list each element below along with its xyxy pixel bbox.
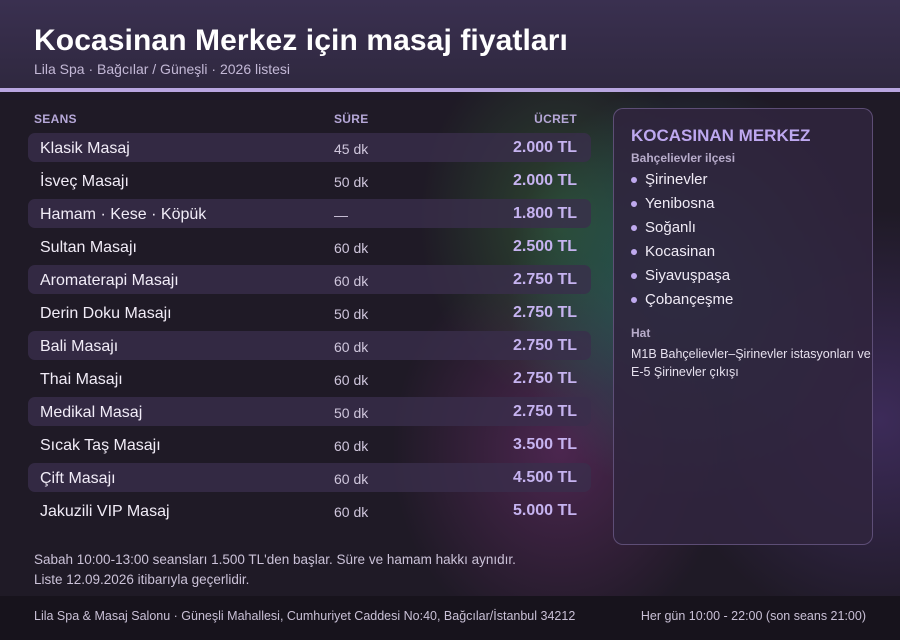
price-row: Derin Doku Masajı 50 dk 2.750 TL xyxy=(28,298,591,327)
footer-address: Lila Spa & Masaj Salonu · Güneşli Mahall… xyxy=(34,609,576,623)
location-panel: KOCASINAN MERKEZ Bahçelievler ilçesi Şir… xyxy=(613,108,873,545)
service-price: 5.000 TL xyxy=(512,502,577,519)
price-row: Medikal Masaj 50 dk 2.750 TL xyxy=(28,397,591,426)
service-price: 2.750 TL xyxy=(512,271,577,288)
page-header: Kocasinan Merkez için masaj fiyatları Li… xyxy=(0,0,900,88)
district-item: Yenibosna xyxy=(631,195,733,219)
bullet-icon xyxy=(631,249,637,255)
service-price: 2.750 TL xyxy=(512,304,577,321)
service-duration: 60 dk xyxy=(334,339,369,355)
district-name: Siyavuşpaşa xyxy=(645,267,731,284)
district-item: Siyavuşpaşa xyxy=(631,267,733,291)
bullet-icon xyxy=(631,297,637,303)
bullet-icon xyxy=(631,273,637,279)
page-title: Kocasinan Merkez için masaj fiyatları xyxy=(34,24,568,57)
transit-heading: Hat xyxy=(631,326,651,340)
page-footer: Lila Spa & Masaj Salonu · Güneşli Mahall… xyxy=(0,596,900,640)
district-item: Kocasinan xyxy=(631,243,733,267)
footer-hours: Her gün 10:00 - 22:00 (son seans 21:00) xyxy=(640,609,866,623)
service-duration: — xyxy=(334,207,348,223)
district-item: Şirinevler xyxy=(631,171,733,195)
service-name: Jakuzili VIP Masaj xyxy=(40,503,170,520)
column-header-sure: SÜRE xyxy=(334,112,369,126)
service-duration: 60 dk xyxy=(334,372,369,388)
panel-subtitle: Bahçelievler ilçesi xyxy=(631,151,736,165)
service-duration: 60 dk xyxy=(334,504,369,520)
service-name: Aromaterapi Masajı xyxy=(40,272,179,289)
service-name: Hamam · Kese · Köpük xyxy=(40,206,207,223)
panel-title: KOCASINAN MERKEZ xyxy=(631,126,811,145)
price-row: Jakuzili VIP Masaj 60 dk 5.000 TL xyxy=(28,496,591,525)
district-item: Soğanlı xyxy=(631,219,733,243)
price-row: Bali Masajı 60 dk 2.750 TL xyxy=(28,331,591,360)
service-price: 4.500 TL xyxy=(512,469,577,486)
page-subtitle: Lila Spa · Bağcılar / Güneşli · 2026 lis… xyxy=(34,61,291,77)
price-list: Klasik Masaj 45 dk 2.000 TL İsveç Masajı… xyxy=(28,133,591,529)
service-duration: 60 dk xyxy=(334,273,369,289)
district-item: Çobançeşme xyxy=(631,291,733,315)
service-name: Thai Masajı xyxy=(40,371,123,388)
district-name: Yenibosna xyxy=(645,195,715,212)
service-price: 2.750 TL xyxy=(512,403,577,420)
transit-description: M1B Bahçelievler–Şirinevler istasyonları… xyxy=(631,347,871,379)
service-name: Klasik Masaj xyxy=(40,140,130,157)
service-duration: 60 dk xyxy=(334,471,369,487)
service-duration: 50 dk xyxy=(334,405,369,421)
service-name: İsveç Masajı xyxy=(40,173,129,190)
service-price: 2.750 TL xyxy=(512,370,577,387)
bullet-icon xyxy=(631,177,637,183)
header-divider xyxy=(0,88,900,92)
service-duration: 50 dk xyxy=(334,174,369,190)
service-price: 2.500 TL xyxy=(512,238,577,255)
district-name: Soğanlı xyxy=(645,219,696,236)
morning-price-note: Sabah 10:00-13:00 seansları 1.500 TL'den… xyxy=(34,552,516,567)
bullet-icon xyxy=(631,201,637,207)
price-row: Thai Masajı 60 dk 2.750 TL xyxy=(28,364,591,393)
service-duration: 45 dk xyxy=(334,141,369,157)
service-duration: 60 dk xyxy=(334,240,369,256)
column-header-seans: SEANS xyxy=(34,112,77,126)
price-row: İsveç Masajı 50 dk 2.000 TL xyxy=(28,166,591,195)
service-name: Medikal Masaj xyxy=(40,404,143,421)
service-name: Sultan Masajı xyxy=(40,239,137,256)
price-row: Klasik Masaj 45 dk 2.000 TL xyxy=(28,133,591,162)
service-name: Derin Doku Masajı xyxy=(40,305,172,322)
price-row: Hamam · Kese · Köpük — 1.800 TL xyxy=(28,199,591,228)
district-name: Çobançeşme xyxy=(645,291,734,308)
price-row: Sultan Masajı 60 dk 2.500 TL xyxy=(28,232,591,261)
service-price: 3.500 TL xyxy=(512,436,577,453)
district-name: Kocasinan xyxy=(645,243,716,260)
district-list: Şirinevler Yenibosna Soğanlı Kocasinan S… xyxy=(631,171,733,315)
service-price: 2.000 TL xyxy=(512,139,577,156)
service-name: Bali Masajı xyxy=(40,338,119,355)
district-name: Şirinevler xyxy=(645,171,708,188)
service-name: Çift Masajı xyxy=(40,470,116,487)
service-duration: 60 dk xyxy=(334,438,369,454)
column-header-ucret: ÜCRET xyxy=(534,112,577,126)
bullet-icon xyxy=(631,225,637,231)
service-duration: 50 dk xyxy=(334,306,369,322)
validity-note: Liste 12.09.2026 itibarıyla geçerlidir. xyxy=(34,572,250,587)
service-price: 2.000 TL xyxy=(512,172,577,189)
service-price: 2.750 TL xyxy=(512,337,577,354)
service-price: 1.800 TL xyxy=(512,205,577,222)
price-row: Aromaterapi Masajı 60 dk 2.750 TL xyxy=(28,265,591,294)
price-row: Çift Masajı 60 dk 4.500 TL xyxy=(28,463,591,492)
price-row: Sıcak Taş Masajı 60 dk 3.500 TL xyxy=(28,430,591,459)
service-name: Sıcak Taş Masajı xyxy=(40,437,161,454)
